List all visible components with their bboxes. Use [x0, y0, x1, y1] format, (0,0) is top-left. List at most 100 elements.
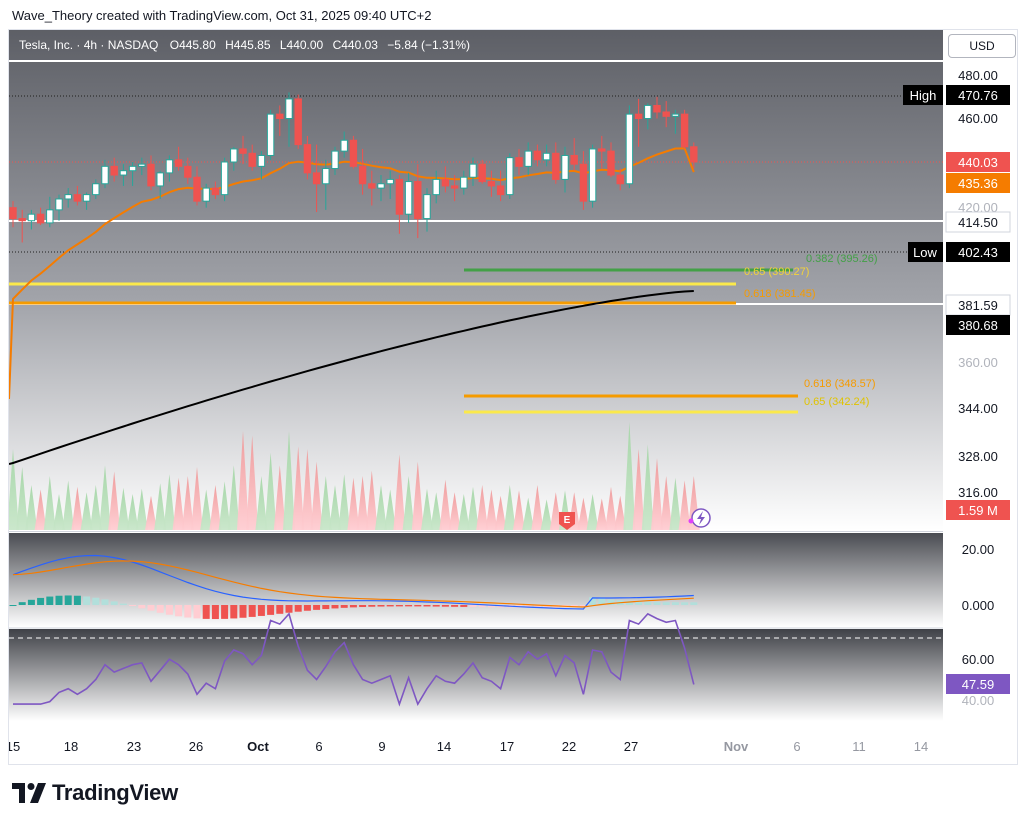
candle[interactable] [671, 109, 680, 134]
candle[interactable] [690, 142, 698, 169]
candle[interactable] [616, 168, 624, 191]
candle[interactable] [358, 148, 367, 195]
candle[interactable] [662, 101, 670, 128]
candle[interactable] [634, 98, 643, 147]
candle[interactable] [55, 194, 63, 221]
candle[interactable] [248, 144, 256, 171]
candle[interactable] [220, 157, 229, 202]
candle[interactable] [395, 175, 404, 234]
candle[interactable] [46, 196, 54, 228]
candle[interactable] [331, 146, 339, 176]
candle[interactable] [349, 135, 358, 169]
candle[interactable] [533, 144, 542, 167]
candle[interactable] [552, 142, 560, 184]
time-axis[interactable]: 15 18 23 26 Oct 6 9 14 17 22 27 Nov 6 11 14 [9, 739, 928, 754]
ema-fast-line[interactable] [9, 147, 695, 400]
candle[interactable] [138, 157, 146, 176]
candle[interactable] [165, 155, 174, 182]
candle[interactable] [570, 138, 578, 171]
candle[interactable] [285, 92, 293, 147]
tradingview-logo[interactable]: TradingView [12, 778, 178, 808]
ema-slow-line[interactable] [9, 290, 694, 465]
candle[interactable] [266, 109, 275, 160]
candle[interactable] [73, 185, 82, 206]
candle[interactable] [515, 148, 523, 176]
change-value: −5.84 (−1.31%) [387, 38, 470, 52]
candle[interactable] [230, 146, 238, 171]
candle[interactable] [432, 170, 440, 204]
currency-button[interactable]: USD [948, 34, 1016, 58]
rsi-line[interactable] [13, 612, 695, 707]
candle[interactable] [469, 157, 477, 186]
macd-histogram-bar [662, 602, 670, 605]
candle[interactable] [257, 151, 266, 180]
candle[interactable] [92, 179, 100, 199]
candle[interactable] [414, 164, 422, 239]
candle[interactable] [487, 170, 496, 197]
candle[interactable] [386, 170, 394, 199]
candle[interactable] [644, 103, 652, 130]
candle[interactable] [156, 170, 164, 199]
candle[interactable] [174, 146, 183, 171]
candle[interactable] [579, 151, 588, 210]
candle[interactable] [193, 166, 201, 206]
price-axis-panel [943, 30, 1017, 721]
candle[interactable] [368, 170, 376, 206]
volume-bar [467, 486, 479, 530]
candle[interactable] [524, 142, 532, 176]
candle[interactable] [239, 135, 247, 165]
candle[interactable] [441, 166, 450, 193]
candle[interactable] [607, 142, 615, 178]
candle[interactable] [276, 105, 284, 136]
candle[interactable] [27, 209, 36, 230]
candle[interactable] [653, 96, 661, 119]
candle[interactable] [110, 157, 118, 182]
macd-histogram-bar [276, 605, 284, 614]
macd-histogram-bar [221, 605, 229, 619]
candle[interactable] [18, 209, 26, 243]
candle[interactable] [64, 188, 72, 208]
symbol-name: Tesla, Inc. · 4h · NASDAQ [19, 38, 158, 52]
high-price-tag: High 470.76 [903, 85, 1010, 105]
candle[interactable] [542, 144, 551, 167]
candle[interactable] [211, 181, 220, 199]
chart-frame[interactable]: Tesla, Inc. · 4h · NASDAQ O445.80 H445.8… [8, 29, 1018, 765]
candle[interactable] [340, 131, 348, 158]
price-axis-tick: 420.00 [958, 200, 998, 215]
lightning-badge-icon[interactable] [688, 508, 711, 528]
symbol-legend[interactable]: Tesla, Inc. · 4h · NASDAQ O445.80 H445.8… [19, 38, 470, 52]
level-381-59-value: 381.59 [958, 298, 998, 313]
price-axis[interactable]: 480.00 460.00 420.00 360.00 344.00 328.00 316.… [958, 68, 998, 500]
candle[interactable] [101, 159, 109, 189]
candle[interactable] [202, 183, 210, 208]
chart-canvas[interactable]: Tesla, Inc. · 4h · NASDAQ O445.80 H445.8… [9, 30, 1017, 764]
candle-layer[interactable] [9, 92, 698, 243]
candle[interactable] [588, 144, 597, 208]
candle[interactable] [312, 144, 321, 213]
candle[interactable] [82, 192, 91, 210]
candle[interactable] [184, 157, 192, 184]
candle[interactable] [460, 170, 468, 195]
candle[interactable] [294, 94, 302, 149]
candle[interactable] [303, 135, 312, 180]
candle[interactable] [36, 207, 45, 226]
volume-bar [651, 458, 663, 530]
candle[interactable] [377, 175, 385, 202]
candle[interactable] [147, 155, 155, 191]
candle[interactable] [625, 105, 634, 189]
candle[interactable] [423, 188, 431, 232]
candle[interactable] [450, 175, 459, 202]
candle[interactable] [478, 159, 486, 184]
candle[interactable] [506, 153, 514, 199]
candle[interactable] [598, 135, 606, 169]
macd-signal-line[interactable] [12, 560, 694, 608]
candle[interactable] [561, 146, 569, 193]
candle[interactable] [404, 172, 413, 223]
earnings-marker[interactable]: E [559, 512, 575, 530]
candle[interactable] [680, 109, 689, 149]
candle[interactable] [496, 170, 505, 202]
candle[interactable] [322, 159, 330, 210]
candle[interactable] [9, 201, 17, 228]
candle[interactable] [119, 164, 128, 186]
candle[interactable] [128, 162, 137, 186]
